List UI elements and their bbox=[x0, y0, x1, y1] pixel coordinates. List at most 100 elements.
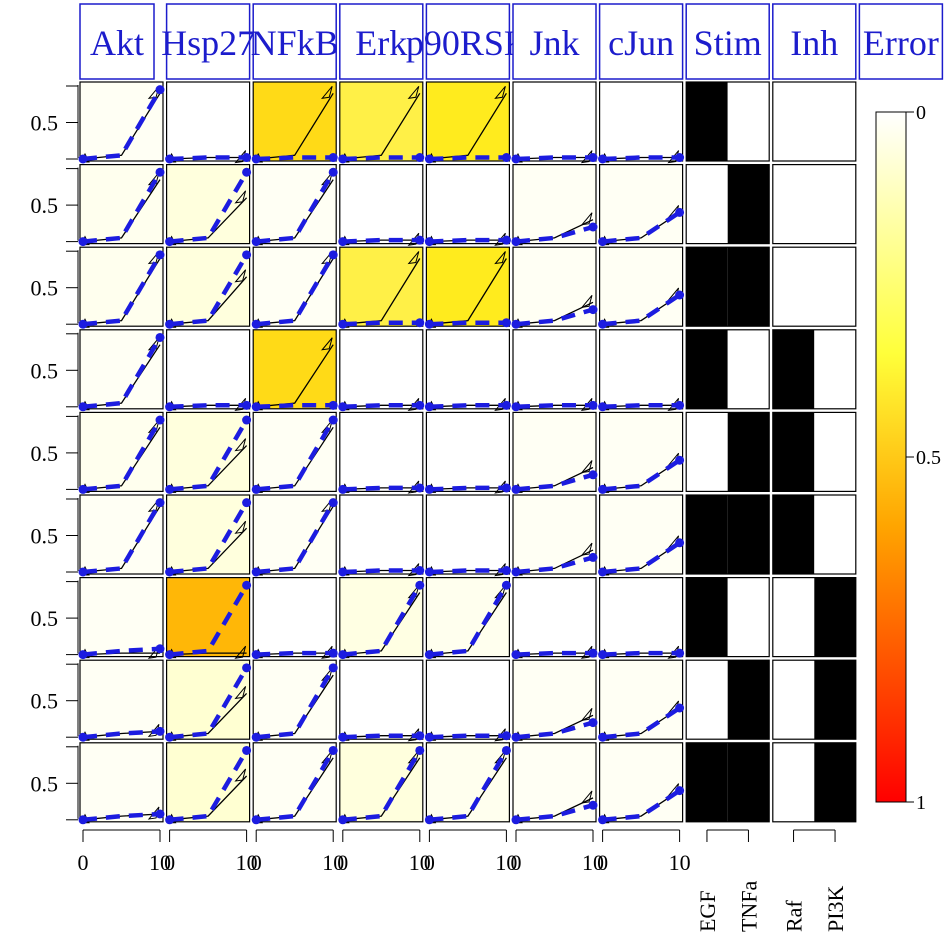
sim-line bbox=[342, 733, 420, 740]
header-label: Jnk bbox=[529, 23, 579, 63]
sim-point bbox=[424, 650, 434, 660]
sim-line bbox=[515, 720, 594, 740]
panel-cell bbox=[252, 411, 337, 492]
panel-cell bbox=[512, 329, 597, 410]
stim-cell bbox=[727, 329, 770, 409]
panel-cell bbox=[425, 246, 510, 327]
sim-point bbox=[588, 400, 598, 410]
sim-line bbox=[515, 224, 594, 244]
panel-cell bbox=[598, 246, 684, 327]
inh-frame bbox=[772, 246, 857, 327]
y-tick-label: 0.5 bbox=[31, 358, 59, 383]
sim-point bbox=[328, 648, 338, 658]
sim-line bbox=[515, 403, 593, 410]
header-box bbox=[598, 3, 684, 80]
sim-point bbox=[598, 402, 608, 412]
sim-point bbox=[415, 318, 425, 328]
header-label: Akt bbox=[90, 23, 144, 63]
inh-cell bbox=[814, 495, 856, 574]
panel-cell bbox=[166, 329, 251, 410]
data-marker bbox=[234, 269, 247, 283]
sim-point bbox=[511, 650, 521, 660]
sim-point bbox=[338, 319, 348, 329]
colorbar: 00.51 bbox=[875, 102, 941, 814]
panel-cell bbox=[598, 164, 684, 245]
data-marker bbox=[234, 686, 247, 700]
sim-line bbox=[429, 237, 507, 244]
header-box bbox=[858, 3, 944, 80]
sim-point bbox=[242, 400, 252, 410]
sim-point bbox=[242, 498, 252, 508]
inh-cell bbox=[772, 247, 815, 327]
stim-cell bbox=[727, 495, 770, 574]
sim-point bbox=[501, 400, 511, 410]
header-box bbox=[772, 3, 857, 80]
data-marker bbox=[580, 790, 593, 804]
stim-cell bbox=[686, 164, 728, 244]
panel-cell bbox=[598, 329, 684, 410]
inh-cell bbox=[772, 495, 815, 574]
sim-line bbox=[82, 171, 162, 244]
sim-point bbox=[242, 745, 252, 755]
x-tick-label: 10 bbox=[582, 850, 604, 875]
stim-frame bbox=[685, 742, 770, 823]
sim-point bbox=[328, 415, 338, 425]
sim-point bbox=[328, 250, 338, 260]
data-marker bbox=[320, 337, 333, 351]
header-label: Hsp27 bbox=[161, 23, 255, 63]
y-tick-label: 0.5 bbox=[31, 771, 59, 796]
sim-line bbox=[602, 458, 681, 492]
sim-point bbox=[424, 567, 434, 577]
y-tick-label: 0.5 bbox=[31, 441, 59, 466]
sim-line bbox=[255, 666, 336, 740]
header-label: NFkB bbox=[251, 23, 339, 63]
sim-line bbox=[169, 666, 249, 740]
inh-cell bbox=[814, 412, 856, 492]
sim-point bbox=[415, 400, 425, 410]
sim-line bbox=[515, 650, 593, 657]
sim-point bbox=[675, 400, 685, 410]
inh-cell bbox=[772, 412, 815, 492]
sim-line bbox=[342, 749, 422, 823]
sim-point bbox=[675, 538, 685, 548]
panel-cell bbox=[79, 659, 164, 740]
panel-cell bbox=[512, 742, 597, 823]
colorbar-tick-label: 1 bbox=[916, 792, 926, 814]
panel-cell bbox=[252, 659, 337, 740]
panel-cell bbox=[252, 494, 337, 575]
condition-label: EGF bbox=[695, 890, 720, 932]
sim-line bbox=[82, 501, 162, 575]
panel-cell bbox=[339, 329, 424, 410]
sim-point bbox=[78, 815, 88, 825]
data-marker bbox=[234, 190, 247, 204]
stim-cell bbox=[686, 247, 728, 327]
sim-line bbox=[602, 210, 681, 244]
sim-point bbox=[501, 153, 511, 163]
panel-cell bbox=[512, 246, 597, 327]
sim-point bbox=[155, 167, 165, 177]
sim-point bbox=[501, 566, 511, 576]
sim-point bbox=[675, 153, 685, 163]
sim-line bbox=[515, 307, 594, 327]
sim-point bbox=[598, 650, 608, 660]
sim-point bbox=[511, 402, 521, 412]
sim-point bbox=[598, 237, 608, 247]
stim-cell bbox=[686, 412, 728, 492]
x-tick-label: 10 bbox=[495, 850, 517, 875]
sim-line bbox=[255, 418, 336, 492]
x-tick-label: 0 bbox=[251, 850, 262, 875]
stim-cell bbox=[727, 82, 770, 161]
sim-point bbox=[598, 567, 608, 577]
panel-cell bbox=[79, 742, 164, 823]
sim-point bbox=[424, 319, 434, 329]
header-box bbox=[685, 3, 770, 80]
panel-cell bbox=[598, 81, 684, 162]
stim-cell bbox=[686, 82, 728, 161]
sim-point bbox=[501, 745, 511, 755]
sim-point bbox=[598, 484, 608, 494]
sim-line bbox=[429, 584, 509, 657]
colorbar-tick-label: 0 bbox=[916, 102, 926, 124]
sim-point bbox=[338, 402, 348, 412]
sim-point bbox=[155, 250, 165, 260]
